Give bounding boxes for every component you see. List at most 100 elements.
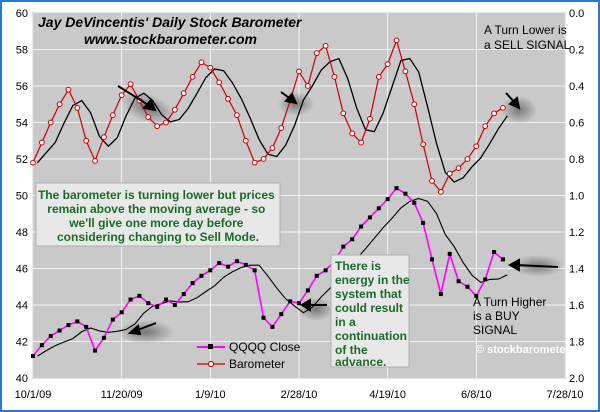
arrow-top-right-head [508, 96, 521, 110]
qqqq-close-point [190, 281, 195, 286]
qqqq-close-point [57, 328, 62, 333]
right-tick-label: 0.8 [569, 154, 584, 166]
qqqq-close-point [270, 324, 275, 329]
arrow-bottom-left-head [127, 324, 142, 336]
qqqq-close-point [31, 354, 35, 359]
sell-signal-line-1: A Turn Lower is [484, 23, 567, 37]
barometer-point [367, 115, 373, 122]
barometer-point [154, 123, 161, 130]
qqqq-close-point [84, 324, 89, 329]
energy-line-5: in a [335, 315, 356, 329]
qqqq-close-point [155, 304, 160, 309]
arrow-bottom-right-head [507, 258, 520, 272]
qqqq-close-point [492, 250, 497, 255]
barometer-point [234, 112, 240, 119]
x-tick-label: 7/28/10 [547, 389, 584, 401]
barometer-point [349, 130, 356, 137]
energy-line-1: There is [335, 259, 381, 273]
qqqq-close-point [412, 200, 417, 205]
qqqq-close-point [359, 224, 364, 229]
qqqq-close-point [208, 268, 213, 273]
qqqq-close-point [146, 301, 151, 306]
qqqq-close-point [288, 299, 293, 304]
qqqq-close-point [341, 244, 346, 249]
sell-signal-note: A Turn Lower is a SELL SIGNAL [484, 23, 571, 52]
energy-box [330, 254, 410, 368]
buy-signal-line-3: SIGNAL [473, 323, 517, 337]
barometer-point [180, 90, 187, 97]
qqqq-close-point [394, 186, 399, 191]
barometer-point [446, 170, 453, 177]
barometer-point [65, 86, 72, 93]
chart-subtitle: www.stockbarometer.com [84, 31, 257, 47]
qqqq-close-point [137, 293, 142, 298]
qqqq-close-point [314, 273, 319, 278]
left-tick-label: 46 [16, 264, 28, 276]
x-tick-label: 11/20/09 [101, 389, 143, 401]
barometer-point [127, 81, 134, 88]
commentary-line-3: we'll give one more day before [68, 216, 244, 230]
barometer-point [260, 156, 267, 162]
barometer-point [74, 105, 81, 111]
qqqq-close-point [226, 264, 231, 269]
barometer-point [464, 156, 471, 162]
x-tick-label: 10/1/09 [15, 389, 52, 401]
barometer-point [393, 37, 400, 44]
barometer-point [198, 59, 205, 66]
barometer-point [296, 68, 302, 75]
buy-signal-note: A Turn Higher is a BUY SIGNAL [473, 295, 550, 337]
left-tick-label: 42 [16, 337, 28, 349]
series-layer [30, 37, 506, 359]
energy-line-2: energy in the [335, 273, 410, 287]
left-tick-label: 52 [16, 154, 28, 166]
qqqq-close-point [261, 315, 266, 320]
qqqq-close-point [181, 292, 186, 297]
barometer-point [429, 178, 435, 184]
qqqq-close-point [305, 288, 310, 293]
blob-bottom-left [118, 320, 174, 344]
right-tick-label: 1.2 [569, 227, 584, 239]
left-tick-label: 50 [16, 191, 28, 203]
barometer-point [313, 50, 320, 57]
legend-label-barometer: Barometer [229, 357, 285, 371]
qqqq-close-point [385, 197, 390, 202]
qqqq-close-line [32, 187, 504, 357]
barometer-point [171, 106, 178, 113]
barometer-point [402, 68, 409, 75]
barometer-point [437, 188, 444, 195]
left-axis-ticks: 40 42 44 46 48 50 52 54 56 58 60 [16, 8, 28, 385]
barometer-point [473, 143, 480, 150]
right-tick-label: 0.0 [569, 8, 584, 20]
barometer-point [331, 73, 338, 80]
barometer-point [92, 157, 98, 164]
chart-title: Jay DeVincentis' Daily Stock Barometer [38, 14, 303, 30]
barometer-point [375, 73, 382, 80]
x-axis-ticks: 10/1/09 11/20/09 1/9/10 2/28/10 4/19/10 6/8/1… [15, 389, 584, 401]
energy-text: There is energy in the system that could… [335, 259, 413, 369]
qqqq-close-point [438, 292, 443, 297]
right-tick-label: 0.2 [569, 45, 584, 57]
barometer-point [145, 114, 152, 120]
barometer-point [207, 64, 214, 71]
barometer-point [420, 141, 427, 148]
right-tick-label: 1.6 [569, 300, 584, 312]
barometer-point [411, 101, 418, 108]
barometer-point [101, 134, 107, 141]
barometer-point [269, 145, 276, 151]
qqqq-close-point [483, 277, 488, 282]
barometer-point [242, 137, 249, 144]
left-tick-label: 48 [16, 227, 28, 239]
right-tick-label: 1.8 [569, 337, 584, 349]
energy-line-3: system that [335, 287, 402, 301]
sell-signal-line-2: a SELL SIGNAL [484, 38, 571, 52]
barometer-point [322, 42, 329, 49]
right-tick-label: 2.0 [569, 373, 584, 385]
qqqq-close-point [93, 348, 98, 353]
legend-swatch-price-marker [208, 344, 213, 349]
x-tick-label: 4/19/10 [369, 389, 406, 401]
blob-bottom-mid [298, 297, 334, 321]
right-tick-label: 0.4 [569, 81, 584, 93]
qqqq-close-point [430, 257, 434, 262]
commentary-line-2: remain above the moving average - so [47, 202, 265, 216]
